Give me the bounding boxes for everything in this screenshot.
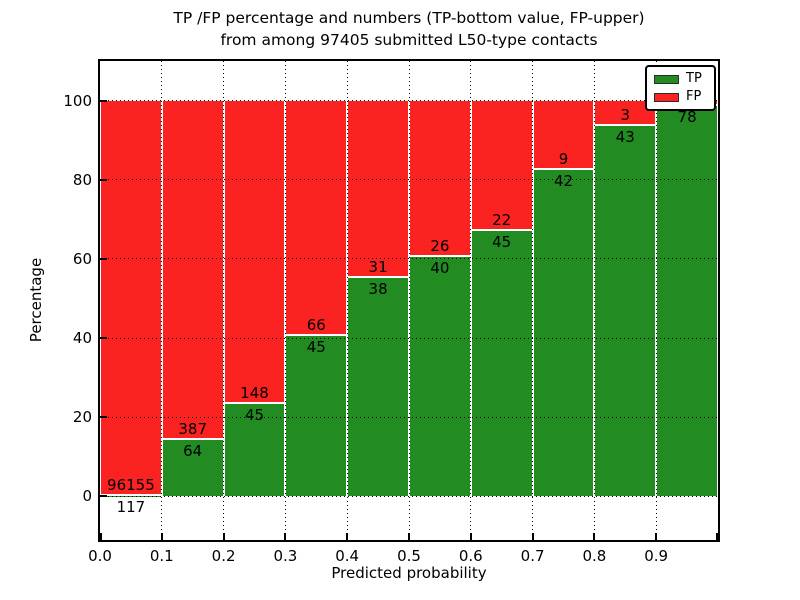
- x-axis-label: Predicted probability: [331, 564, 487, 582]
- fp-count-label-5: 26: [430, 236, 450, 255]
- bar-segment-fp-1: [162, 100, 223, 441]
- fp-count-label-7: 9: [558, 150, 569, 169]
- y-tick-mark: [100, 495, 107, 498]
- tp-count-label-3: 45: [306, 337, 326, 356]
- tp-count-label-8: 43: [615, 128, 635, 147]
- fp-count-label-1: 387: [178, 420, 208, 439]
- chart-title-line2: from among 97405 submitted L50-type cont…: [220, 31, 598, 49]
- gridline-vertical: [470, 61, 472, 540]
- x-tick-mark: [160, 533, 163, 540]
- chart-title: TP /FP percentage and numbers (TP-bottom…: [9, 7, 800, 51]
- y-tick-mark: [100, 99, 107, 102]
- fp-count-label-8: 3: [620, 106, 631, 125]
- x-tick-label: 0.6: [458, 547, 483, 565]
- bar-segment-tp-8: [595, 126, 656, 497]
- y-tick-label: 60: [72, 249, 92, 268]
- x-tick-label: 0.8: [582, 547, 607, 565]
- fp-count-label-4: 31: [368, 258, 388, 277]
- bar-segment-fp-4: [348, 100, 408, 279]
- x-tick-mark: [655, 533, 658, 540]
- legend-swatch-fp: [654, 92, 679, 102]
- gridline-horizontal: [100, 100, 718, 102]
- y-tick-mark: [100, 416, 107, 419]
- bar-segment-fp-2: [224, 100, 285, 405]
- tp-count-label-0: 117: [116, 497, 146, 516]
- y-tick-label: 100: [63, 91, 92, 110]
- gridline-horizontal: [100, 416, 718, 418]
- x-tick-label: 0.1: [149, 547, 174, 565]
- bar-segment-tp-7: [533, 170, 594, 497]
- tp-count-label-1: 64: [183, 442, 203, 461]
- x-tick-label: 0.7: [520, 547, 545, 565]
- x-tick-mark: [531, 533, 534, 540]
- legend-label-tp: TP: [686, 71, 702, 86]
- fp-count-label-6: 22: [492, 210, 512, 229]
- x-tick-label: 0.5: [397, 547, 421, 565]
- legend-entry-fp: FP: [647, 90, 714, 104]
- bar-segment-fp-6: [471, 100, 532, 231]
- x-tick-mark: [469, 533, 472, 540]
- gridline-vertical: [346, 61, 348, 540]
- x-tick-mark: [408, 533, 410, 540]
- y-tick-mark: [100, 257, 107, 260]
- fp-count-label-0: 96155: [107, 475, 155, 494]
- gridline-horizontal: [100, 495, 718, 497]
- x-tick-label: 0.2: [211, 547, 236, 565]
- gridline-vertical: [408, 61, 410, 540]
- gridline-horizontal: [100, 179, 718, 181]
- chart-title-line1: TP /FP percentage and numbers (TP-bottom…: [173, 9, 645, 27]
- x-tick-mark: [346, 533, 349, 540]
- legend-swatch-tp: [654, 74, 679, 84]
- x-tick-label: 0.0: [88, 547, 112, 565]
- bar-segment-tp-9: [657, 105, 717, 497]
- y-tick-label: 40: [72, 329, 92, 348]
- gridline-vertical: [655, 61, 657, 540]
- x-tick-mark: [100, 533, 102, 540]
- tp-count-label-7: 42: [553, 172, 574, 191]
- bar-segment-fp-7: [533, 100, 594, 171]
- y-tick-label: 0: [82, 487, 92, 506]
- gridline-vertical: [593, 61, 595, 540]
- gridline-horizontal: [100, 337, 718, 339]
- fp-count-label-2: 148: [240, 384, 269, 403]
- legend-entry-tp: TP: [647, 72, 714, 86]
- tp-count-label-5: 40: [430, 258, 450, 277]
- tp-count-label-4: 38: [368, 280, 388, 299]
- legend-label-fp: FP: [686, 89, 702, 104]
- fp-count-label-3: 66: [306, 315, 326, 334]
- x-tick-label: 0.4: [335, 547, 360, 565]
- bar-segment-fp-0: [101, 100, 161, 496]
- y-tick-label: 80: [72, 170, 92, 189]
- bar-segment-tp-3: [286, 335, 347, 497]
- gridline-vertical: [284, 61, 286, 540]
- x-tick-mark: [284, 533, 287, 540]
- x-tick-label: 0.9: [644, 547, 669, 565]
- tp-count-label-2: 45: [244, 406, 265, 425]
- tp-count-label-6: 45: [492, 232, 512, 251]
- gridline-vertical: [532, 61, 534, 540]
- tp-count-label-9: 78: [677, 107, 697, 126]
- y-tick-mark: [100, 337, 107, 340]
- bar-segment-tp-6: [471, 230, 532, 497]
- x-tick-mark: [593, 533, 596, 540]
- bar-segment-fp-5: [410, 100, 470, 257]
- y-tick-label: 20: [72, 408, 92, 427]
- bar-segment-fp-3: [286, 100, 347, 336]
- y-tick-mark: [100, 178, 107, 181]
- gridline-horizontal: [100, 258, 718, 260]
- bar-segment-tp-1: [162, 440, 223, 497]
- x-tick-mark: [716, 533, 718, 540]
- bar-segment-tp-4: [348, 278, 408, 497]
- gridline-vertical: [161, 61, 163, 540]
- x-tick-mark: [222, 533, 225, 540]
- bar-segment-tp-2: [224, 404, 285, 497]
- bar-segment-tp-5: [410, 256, 470, 497]
- legend: TP FP: [645, 65, 716, 111]
- plot-area: 96155 117 387 64 148 45 66 45 31 38 26 40 22 45 9 42 3 43…: [98, 59, 720, 542]
- gridline-vertical: [223, 61, 225, 540]
- x-tick-label: 0.3: [273, 547, 298, 565]
